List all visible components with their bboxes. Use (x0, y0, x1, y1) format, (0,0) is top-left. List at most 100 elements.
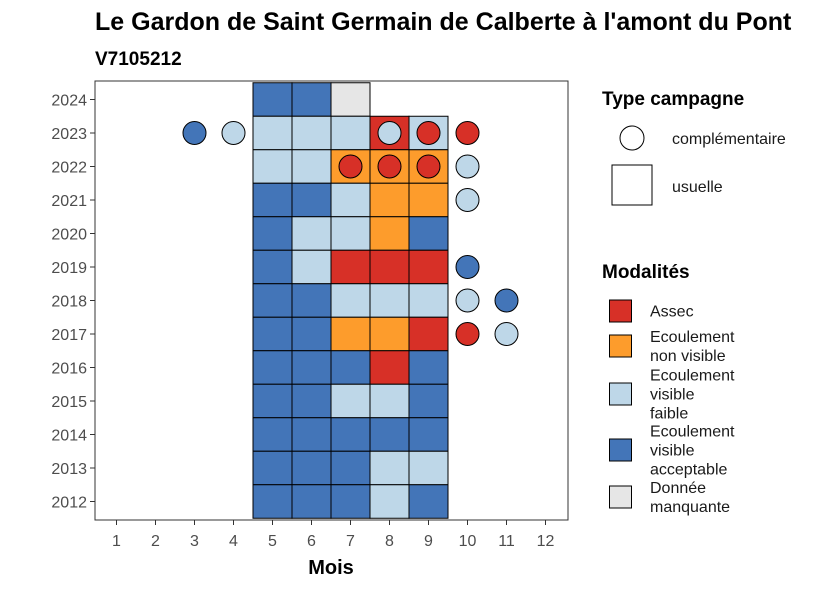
cell-2017-6 (291, 316, 332, 352)
cell-2015-9 (408, 383, 449, 419)
point-2019-10 (455, 255, 480, 279)
y-tick-label: 2018 (51, 294, 87, 311)
legend-campagne-label-complementaire: complémentaire (672, 131, 786, 148)
legend-swatch-assec (609, 299, 632, 323)
cell-2018-6 (291, 283, 332, 318)
legend-label-manquante: manquante (650, 499, 730, 516)
y-tick-label: 2024 (51, 93, 87, 110)
cell-2023-7 (330, 115, 371, 151)
cell-2015-8 (369, 383, 410, 419)
x-tick-label: 4 (229, 533, 238, 550)
cell-2019-9 (408, 249, 449, 285)
point-2021-10 (455, 188, 480, 212)
point-2017-11 (494, 322, 519, 346)
cell-2016-7 (330, 350, 371, 385)
cell-2021-5 (252, 182, 293, 218)
x-tick-label: 5 (268, 533, 277, 550)
point-2022-10 (455, 154, 480, 179)
cell-2013-9 (408, 450, 449, 486)
legend-swatch-non_visible (609, 334, 632, 358)
legend-campagne-title: Type campagne (602, 89, 744, 110)
cell-2012-5 (252, 484, 293, 519)
legend-label-non_visible: Ecoulement (650, 329, 735, 346)
y-axis: 2012 2013 2014 2015 2016 2017 2018 2019 2020 2021… (51, 93, 95, 512)
cell-2020-7 (330, 216, 371, 251)
point-2017-10 (455, 322, 480, 346)
y-tick-label: 2012 (51, 495, 87, 512)
cell-2014-6 (291, 417, 332, 452)
x-tick-label: 3 (190, 533, 199, 550)
x-tick-label: 6 (307, 533, 316, 550)
chart-title: Le Gardon de Saint Germain de Calberte à… (95, 8, 792, 36)
legend-campagne-label-usuelle: usuelle (672, 179, 723, 196)
cell-2016-6 (291, 350, 332, 385)
legend-label-faible: visible (650, 387, 695, 404)
legend-label-acceptable: acceptable (650, 462, 727, 479)
cell-2022-5 (252, 149, 293, 184)
cell-2016-9 (408, 350, 449, 385)
x-tick-label: 2 (151, 533, 160, 550)
cell-2014-5 (252, 417, 293, 452)
y-tick-label: 2015 (51, 394, 87, 411)
cell-2024-6 (291, 82, 332, 117)
cell-2021-9 (408, 182, 449, 218)
point-2018-11 (494, 288, 519, 313)
legend-swatch-faible (609, 382, 632, 406)
cell-2019-5 (252, 249, 293, 285)
x-tick-label: 9 (424, 533, 433, 550)
legend-label-non_visible: non visible (650, 348, 726, 365)
cell-2024-5 (252, 82, 293, 117)
cell-2018-8 (369, 283, 410, 318)
y-tick-label: 2023 (51, 126, 87, 143)
cell-2013-7 (330, 450, 371, 486)
cell-2021-6 (291, 182, 332, 218)
x-tick-label: 1 (112, 533, 121, 550)
cell-2023-6 (291, 115, 332, 151)
cell-2014-9 (408, 417, 449, 452)
cell-2024-7 (330, 82, 371, 117)
cell-2021-8 (369, 182, 410, 218)
legend-modalites-title: Modalités (602, 262, 690, 283)
cell-2018-7 (330, 283, 371, 318)
y-tick-label: 2020 (51, 227, 87, 244)
legend-swatch-manquante (609, 485, 632, 509)
cell-2018-9 (408, 283, 449, 318)
point-2022-7 (338, 154, 363, 179)
y-tick-label: 2013 (51, 461, 87, 478)
cell-2017-5 (252, 316, 293, 352)
point-2023-10 (455, 121, 480, 145)
y-tick-label: 2014 (51, 428, 87, 445)
cell-2021-7 (330, 182, 371, 218)
cell-2020-5 (252, 216, 293, 251)
legend-label-faible: faible (650, 406, 688, 423)
legend-modalites: Modalités Assec Ecoulement non visible Ecou… (602, 262, 735, 516)
point-2018-10 (455, 288, 480, 313)
legend-label-acceptable: Ecoulement (650, 424, 735, 441)
cell-2019-8 (369, 249, 410, 285)
cell-2013-8 (369, 450, 410, 486)
cell-2017-9 (408, 316, 449, 352)
cell-2016-5 (252, 350, 293, 385)
cell-2013-5 (252, 450, 293, 486)
legend-circle-symbol (619, 125, 645, 151)
x-axis-title: Mois (308, 557, 354, 579)
cell-2016-8 (369, 350, 410, 385)
cell-2020-9 (408, 216, 449, 251)
legend-label-faible: Ecoulement (650, 368, 735, 385)
x-tick-label: 7 (346, 533, 355, 550)
cell-2013-6 (291, 450, 332, 486)
x-axis: 1 2 3 4 5 6 7 8 9 10 11 12 (112, 520, 555, 550)
point-2023-9 (416, 121, 441, 145)
legend-label-assec: Assec (650, 304, 694, 321)
cell-2015-7 (330, 383, 371, 419)
cell-2014-8 (369, 417, 410, 452)
legend-label-acceptable: visible (650, 443, 695, 460)
x-tick-label: 10 (459, 533, 477, 550)
legend-swatch-acceptable (609, 438, 632, 462)
legend-square-symbol (611, 164, 653, 206)
y-tick-label: 2021 (51, 193, 87, 210)
x-tick-label: 8 (385, 533, 394, 550)
point-2023-4 (221, 121, 246, 145)
legend-label-manquante: Donnée (650, 480, 706, 497)
